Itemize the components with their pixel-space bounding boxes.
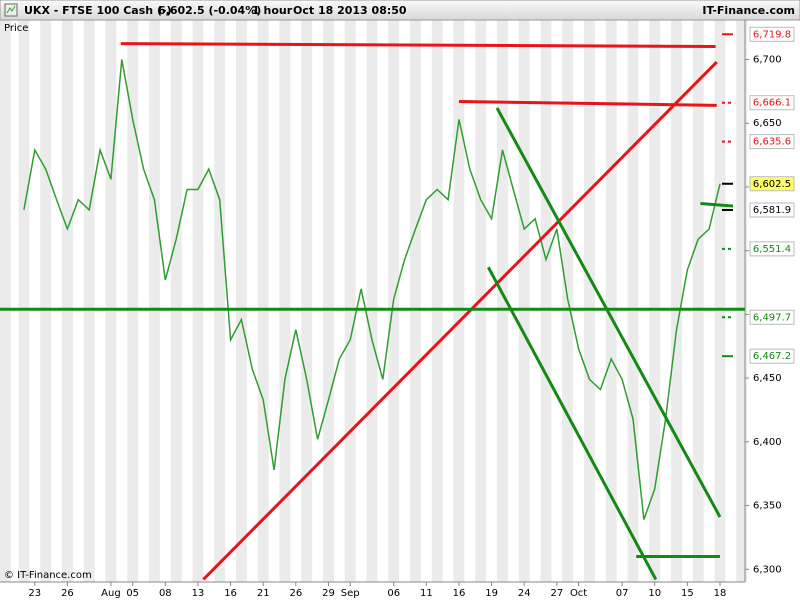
day-stripe: [192, 20, 204, 582]
day-stripe: [605, 20, 617, 582]
day-stripe: [453, 20, 465, 582]
day-stripe: [584, 20, 595, 582]
trend-line: [120, 42, 716, 49]
day-stripe: [497, 20, 508, 582]
x-tick-label: 16: [224, 588, 237, 599]
level-box: [749, 202, 795, 218]
trend-line: [700, 202, 734, 208]
y-tick-label: 6,450: [753, 373, 782, 384]
x-tick-label: 29: [322, 588, 335, 599]
level-label: 6,497.7: [753, 312, 791, 323]
day-stripe: [236, 20, 247, 582]
level-label: 6,635.6: [753, 137, 791, 148]
day-stripe: [431, 20, 443, 582]
day-stripe: [410, 20, 421, 582]
y-tick-label: 6,350: [753, 501, 782, 512]
day-stripe: [83, 20, 95, 582]
level-box: [749, 26, 795, 42]
level-box: [749, 134, 795, 150]
day-stripe: [0, 20, 11, 582]
x-tick-label: 19: [485, 588, 498, 599]
level-box: [749, 95, 795, 111]
price-line: [23, 59, 721, 520]
level-label: 6,581.9: [753, 205, 791, 216]
x-tick-label: 15: [681, 588, 694, 599]
x-tick-label: 21: [257, 588, 270, 599]
y-tick-label: 6,700: [753, 55, 782, 66]
x-tick-label: 08: [159, 588, 172, 599]
trend-line: [487, 266, 658, 581]
day-stripe: [540, 20, 552, 582]
y-axis-label: Price: [4, 23, 28, 34]
day-stripe: [366, 20, 378, 582]
x-tick-label: 10: [648, 588, 661, 599]
level-label: 6,719.8: [753, 29, 791, 40]
level-box: [749, 241, 795, 257]
level-label: 6,602.5: [753, 179, 791, 190]
day-stripe: [105, 20, 117, 582]
y-tick-label: 6,300: [753, 564, 782, 575]
brand: IT-Finance.com: [702, 4, 795, 17]
x-tick-label: 06: [387, 588, 400, 599]
x-tick-label: 18: [714, 588, 727, 599]
interval: 1 hour: [252, 4, 293, 17]
x-tick-label: Oct: [570, 588, 587, 599]
icon-graph: [6, 5, 16, 14]
day-stripe: [692, 20, 704, 582]
x-tick-label: Aug: [101, 588, 121, 599]
day-stripe: [18, 20, 30, 582]
level-box: [749, 348, 795, 364]
level-box: [749, 309, 795, 325]
footer: © IT-Finance.com: [4, 570, 92, 581]
day-stripe: [301, 20, 313, 582]
x-tick-label: 16: [453, 588, 466, 599]
y-tick-label: 6,650: [753, 118, 782, 129]
day-stripe: [344, 20, 356, 582]
day-stripe: [518, 20, 530, 582]
x-tick-label: 11: [420, 588, 433, 599]
level-box: [749, 176, 795, 192]
header-bar: [0, 0, 800, 21]
x-tick-label: 07: [616, 588, 629, 599]
x-tick-label: 26: [289, 588, 302, 599]
x-tick-label: 13: [192, 588, 205, 599]
day-stripe: [127, 20, 139, 582]
day-stripe: [736, 20, 748, 582]
day-stripe: [323, 20, 334, 582]
day-stripe: [671, 20, 682, 582]
x-tick-label: Sep: [341, 588, 360, 599]
x-tick-label: 05: [126, 588, 139, 599]
day-stripe: [40, 20, 52, 582]
symbol: UKX - FTSE 100 Cash (-): [24, 4, 172, 17]
day-stripe: [170, 20, 182, 582]
trend-line: [495, 107, 722, 518]
quote: 6,602.5 (-0.04%): [158, 4, 261, 17]
level-label: 6,551.4: [753, 244, 791, 255]
level-label: 6,666.1: [753, 98, 791, 109]
x-tick-label: 26: [61, 588, 74, 599]
day-stripe: [627, 20, 639, 582]
day-stripe: [61, 20, 73, 582]
level-label: 6,467.2: [753, 351, 791, 362]
day-stripe: [149, 20, 160, 582]
timestamp: Oct 18 2013 08:50: [293, 4, 407, 17]
day-stripe: [279, 20, 291, 582]
day-stripe: [257, 20, 269, 582]
day-stripe: [214, 20, 226, 582]
x-tick-label: 23: [28, 588, 41, 599]
day-stripe: [714, 20, 726, 582]
x-tick-label: 27: [550, 588, 563, 599]
x-tick-label: 24: [518, 588, 531, 599]
day-stripe: [649, 20, 661, 582]
trend-line: [202, 60, 718, 581]
y-tick-label: 6,400: [753, 437, 782, 448]
